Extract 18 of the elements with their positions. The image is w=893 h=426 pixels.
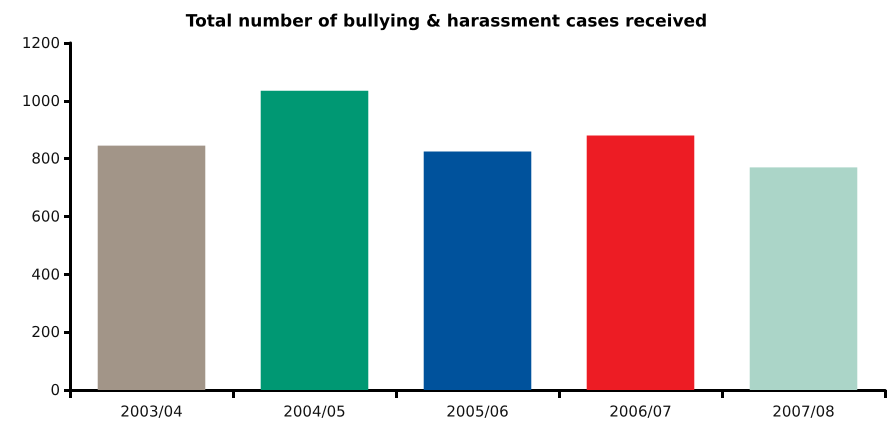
bar (424, 151, 532, 390)
y-tick-label: 0 (50, 381, 60, 399)
y-tick-label: 600 (31, 208, 60, 226)
y-tick-label: 1200 (22, 34, 60, 52)
bar (260, 90, 368, 390)
bar (750, 167, 858, 390)
x-tick-label: 2006/07 (609, 402, 672, 420)
y-tick-label: 400 (31, 265, 60, 284)
y-tick-label: 200 (31, 323, 60, 342)
x-tick-label: 2004/05 (283, 402, 346, 420)
y-tick-label: 1000 (22, 92, 60, 110)
bar (98, 146, 206, 390)
chart-title: Total number of bullying & harassment cases received (186, 12, 708, 32)
x-tick-label: 2005/06 (446, 402, 509, 420)
y-tick-label: 800 (31, 150, 60, 168)
bar (586, 136, 694, 390)
x-tick-label: 2003/04 (120, 402, 183, 420)
x-tick-label: 2007/08 (772, 402, 835, 420)
